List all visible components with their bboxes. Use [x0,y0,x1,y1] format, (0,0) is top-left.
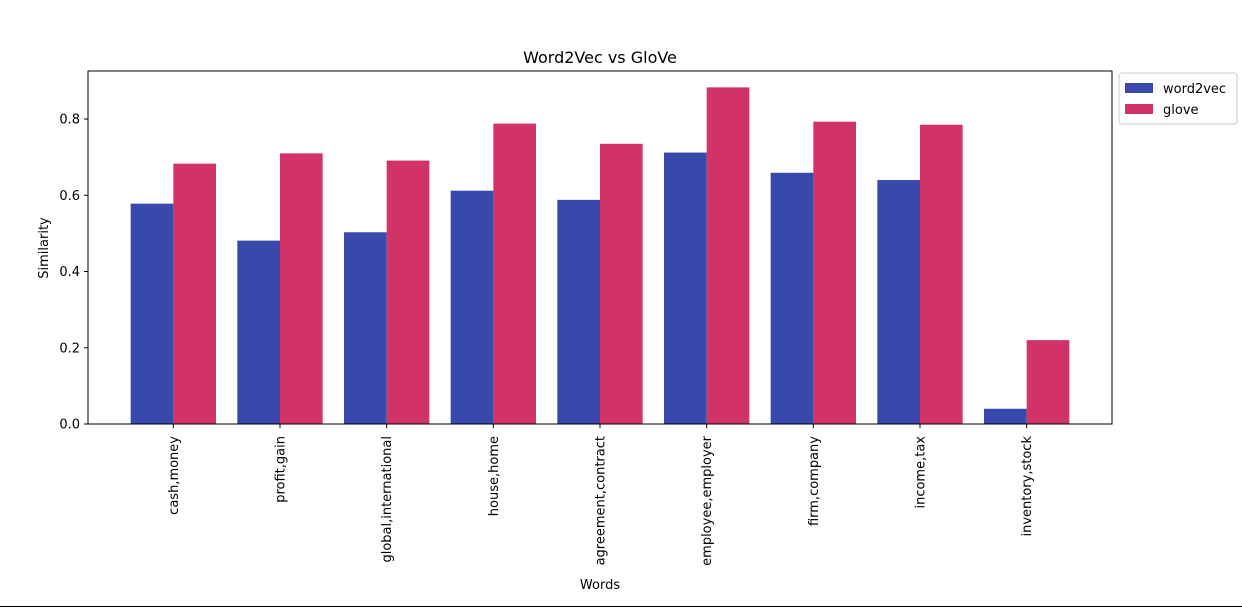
y-tick-label-0: 0.0 [59,418,80,433]
bar-glove-8 [1026,340,1070,424]
bar-word2vec-2 [344,232,387,424]
bar-glove-2 [386,160,430,424]
legend-label-glove: glove [1163,103,1199,118]
y-tick-label-1: 0.2 [59,341,80,356]
bar-glove-3 [493,123,536,425]
bottom-border [0,606,1242,607]
bar-glove-7 [920,124,963,424]
bar-glove-5 [706,87,750,424]
bar-glove-6 [813,121,856,424]
x-tick-label-7: income,tax [914,436,929,509]
y-tick-label-4: 0.8 [59,113,80,128]
x-tick-label-1: profit,gain [274,436,289,503]
y-tick-label-2: 0.4 [59,265,80,280]
legend-swatch-glove [1125,104,1153,114]
bar-word2vec-7 [877,180,920,424]
bar-word2vec-8 [984,408,1027,424]
bar-word2vec-4 [557,199,600,424]
bar-glove-4 [600,143,643,424]
x-tick-label-3: house,home [487,436,502,516]
y-tick-label-3: 0.6 [59,189,80,204]
x-tick-label-0: cash,money [167,436,182,515]
chart-title: Word2Vec vs GloVe [523,48,677,67]
x-tick-label-5: employee,employer [700,435,715,565]
bar-word2vec-1 [237,240,280,424]
legend-label-word2vec: word2vec [1163,82,1226,97]
x-axis-label: Words [580,578,620,593]
y-axis-label: Similarity [37,217,52,279]
x-tick-label-4: agreement,contract [594,436,609,565]
legend: word2vec glove [1118,72,1238,125]
x-tick-label-6: firm,company [807,436,822,526]
bar-glove-0 [173,163,216,424]
bar-word2vec-0 [130,203,174,424]
x-tick-label-2: global,international [380,436,395,563]
x-tick-label-8: inventory,stock [1020,436,1035,537]
legend-swatch-word2vec [1125,83,1153,93]
bar-glove-1 [280,153,323,424]
bar-word2vec-5 [664,152,707,424]
bar-word2vec-3 [450,190,494,424]
plot-area: 0.0 0.2 0.4 0.6 0.8 cash,money profit,gain glob… [59,70,1113,566]
bar-word2vec-6 [770,172,814,424]
